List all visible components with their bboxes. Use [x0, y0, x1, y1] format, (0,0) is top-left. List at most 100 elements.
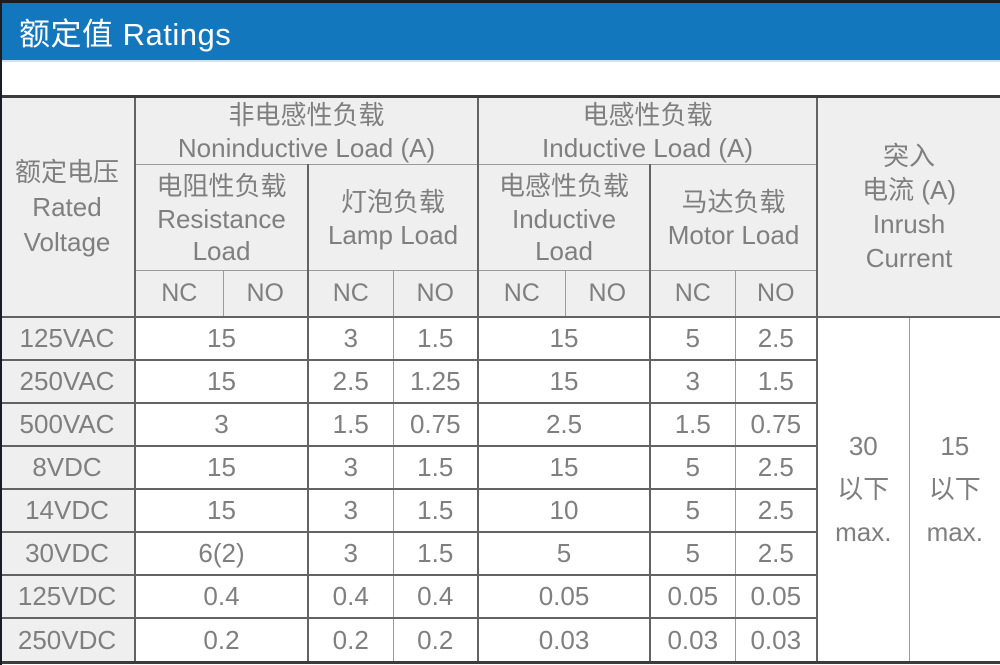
- inrush-en2: Current: [865, 243, 953, 273]
- contact-nc-header: NC: [134, 270, 223, 318]
- inrush-30-zh: 以下: [837, 474, 890, 504]
- rated-voltage-zh: 额定电压: [14, 156, 119, 187]
- cell-motor-no: 0.03: [734, 618, 818, 661]
- contact-no-header: NO: [734, 270, 818, 318]
- table-row: 125VDC 0.4 0.4 0.4 0.05 0.05 0.05: [0, 575, 1000, 619]
- table-row: 500VAC 3 1.5 0.75 2.5 1.5 0.75: [0, 403, 1000, 447]
- contact-no-header: NO: [392, 270, 479, 318]
- inrush-30-number: 30: [848, 431, 878, 461]
- cell-motor-no: 2.5: [734, 317, 818, 361]
- noninductive-en: Noninductive Load (A): [177, 133, 436, 163]
- ratings-table: 额定电压 Rated Voltage 非电感性负载 Noninductive L…: [0, 98, 1000, 661]
- contact-no-header: NO: [564, 270, 651, 318]
- cell-motor-no: 0.75: [734, 403, 818, 447]
- rated-voltage-en2: Voltage: [23, 226, 111, 257]
- inductive-en: Inductive Load (A): [542, 133, 754, 163]
- header-row-groups: 额定电压 Rated Voltage 非电感性负载 Noninductive L…: [0, 98, 1000, 318]
- cell-motor-no: 0.05: [734, 575, 818, 619]
- table-row: 8VDC 15 3 1.5 15 5 2.5: [0, 446, 1000, 490]
- contact-nc-header: NC: [649, 270, 736, 318]
- ratings-table-wrap: 额定电压 Rated Voltage 非电感性负载 Noninductive L…: [0, 95, 1000, 664]
- inrush-current-header: 突入 电流 (A) Inrush Current: [816, 98, 1000, 318]
- motor-zh: 马达负载: [681, 186, 786, 217]
- inrush-zh2: 电流 (A): [862, 175, 956, 205]
- motor-en1: Motor Load: [667, 219, 800, 250]
- inductive-sub-zh: 电感性负载: [499, 170, 630, 201]
- lamp-load-header: 灯泡负载 Lamp Load: [306, 164, 479, 271]
- inrush-15-zh: 以下: [928, 474, 981, 504]
- cell-motor-no: 2.5: [734, 532, 818, 576]
- cell-inductive: 15: [477, 317, 651, 361]
- section-title-bar: 额定值 Ratings: [0, 3, 1000, 62]
- cell-motor-nc: 0.05: [649, 575, 736, 619]
- rated-voltage-header: 额定电压 Rated Voltage: [0, 98, 135, 318]
- row-label: 250VDC: [0, 618, 135, 661]
- cell-lamp-nc: 1.5: [307, 403, 393, 447]
- cell-lamp-no: 1.5: [392, 446, 479, 490]
- cell-resistance: 15: [134, 489, 308, 533]
- cell-lamp-nc: 0.2: [307, 618, 393, 661]
- resistance-en2: Load: [192, 235, 251, 266]
- cell-resistance: 15: [134, 360, 308, 404]
- cell-motor-nc: 5: [649, 317, 736, 361]
- header-row-contacts: NC NO NC NO NC NO NC NO: [0, 270, 1000, 318]
- inrush-15-en: max.: [926, 517, 983, 547]
- header-row-subgroups: 电阻性负载 Resistance Load 灯泡负载 Lamp Load 电感性…: [0, 164, 1000, 271]
- cell-motor-nc: 0.03: [649, 618, 736, 661]
- cell-resistance: 15: [134, 446, 308, 490]
- cell-motor-nc: 5: [649, 489, 736, 533]
- cell-resistance: 3: [134, 403, 308, 447]
- inductive-group-header: 电感性负载 Inductive Load (A): [477, 98, 818, 165]
- cell-motor-no: 1.5: [734, 360, 818, 404]
- cell-resistance: 15: [134, 317, 308, 361]
- cell-lamp-nc: 0.4: [307, 575, 393, 619]
- inductive-sub-en2: Load: [535, 235, 593, 266]
- motor-load-header: 马达负载 Motor Load: [649, 164, 818, 271]
- cell-motor-no: 2.5: [734, 446, 818, 490]
- table-row: 250VDC 0.2 0.2 0.2 0.03 0.03 0.03: [0, 618, 1000, 661]
- row-label: 125VAC: [0, 317, 135, 361]
- cell-lamp-no: 0.2: [392, 618, 479, 661]
- cell-motor-nc: 1.5: [649, 403, 736, 447]
- cell-motor-nc: 3: [649, 360, 736, 404]
- inrush-30-en: max.: [835, 517, 892, 547]
- cell-motor-nc: 5: [649, 532, 736, 576]
- row-label: 8VDC: [0, 446, 135, 490]
- cell-inductive: 5: [477, 532, 651, 576]
- inrush-zh1: 突入: [883, 141, 936, 171]
- left-frame-line: [0, 0, 2, 665]
- noninductive-zh: 非电感性负载: [228, 100, 385, 130]
- cell-resistance: 0.4: [134, 575, 308, 619]
- cell-lamp-no: 0.75: [392, 403, 479, 447]
- contact-no-header: NO: [222, 270, 308, 318]
- cell-lamp-nc: 3: [307, 489, 393, 533]
- rated-voltage-en1: Rated: [32, 191, 102, 222]
- cell-resistance: 0.2: [134, 618, 308, 661]
- contact-nc-header: NC: [307, 270, 393, 318]
- lamp-zh: 灯泡负载: [341, 186, 446, 217]
- inrush-15-number: 15: [940, 431, 970, 461]
- cell-lamp-no: 0.4: [392, 575, 479, 619]
- cell-lamp-nc: 3: [307, 446, 393, 490]
- table-row: 14VDC 15 3 1.5 10 5 2.5: [0, 489, 1000, 533]
- cell-inductive: 2.5: [477, 403, 651, 447]
- table-row: 250VAC 15 2.5 1.25 15 3 1.5: [0, 360, 1000, 404]
- cell-lamp-no: 1.5: [392, 532, 479, 576]
- cell-inductive: 0.03: [477, 618, 651, 661]
- cell-inductive: 10: [477, 489, 651, 533]
- contact-nc-header: NC: [477, 270, 566, 318]
- cell-inductive: 15: [477, 446, 651, 490]
- cell-motor-nc: 5: [649, 446, 736, 490]
- page-title: 额定值 Ratings: [19, 17, 232, 52]
- cell-inductive: 15: [477, 360, 651, 404]
- resistance-en1: Resistance: [157, 203, 286, 234]
- cell-lamp-no: 1.5: [392, 317, 479, 361]
- row-label: 250VAC: [0, 360, 135, 404]
- resistance-load-header: 电阻性负载 Resistance Load: [134, 164, 308, 271]
- lamp-en1: Lamp Load: [327, 219, 459, 250]
- cell-lamp-nc: 2.5: [307, 360, 393, 404]
- cell-resistance: 6(2): [134, 532, 308, 576]
- cell-motor-no: 2.5: [734, 489, 818, 533]
- table-row: 125VAC 15 3 1.5 15 5 2.5 30 以下 max. 15 以…: [0, 317, 1000, 661]
- row-label: 125VDC: [0, 575, 135, 619]
